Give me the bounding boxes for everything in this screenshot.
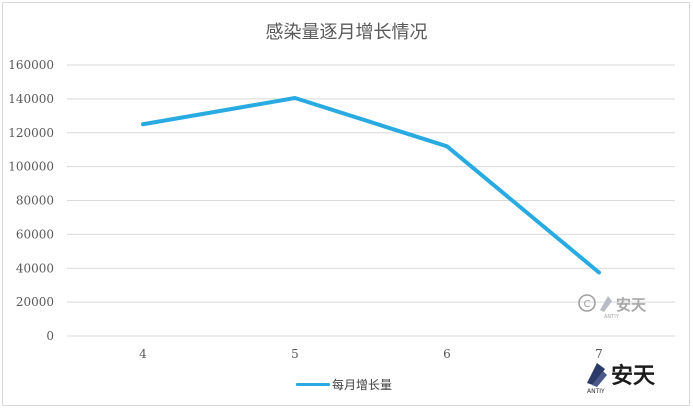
x-tick-label: 4 [139,347,147,361]
series-line [141,96,601,275]
y-axis-ticks: 0 20000 40000 60000 80000 100000 120000 140000 1… [8,58,54,343]
y-tick-label: 20000 [16,295,54,309]
y-tick-label: 80000 [16,194,54,208]
svg-text:安天: 安天 [616,296,647,314]
y-tick-label: 40000 [16,261,54,275]
legend-swatch [296,382,330,386]
gridlines [67,64,675,337]
svg-text:ANTIY: ANTIY [587,388,605,395]
y-tick-label: 60000 [16,227,54,241]
svg-text:ANTIY: ANTIY [604,314,620,320]
series-lines [141,96,601,275]
chart-title: 感染量逐月增长情况 [265,22,428,43]
svg-text:安天: 安天 [611,363,656,389]
svg-text:C: C [584,299,591,310]
y-tick-label: 120000 [8,126,54,140]
y-tick-label: 140000 [8,92,54,106]
x-tick-label: 6 [443,347,451,361]
x-tick-label: 5 [291,347,299,361]
legend: 每月增长量 [296,376,392,392]
y-tick-label: 0 [46,329,54,343]
legend-label: 每月增长量 [332,377,393,392]
y-tick-label: 100000 [8,160,54,174]
y-tick-label: 160000 [8,58,54,72]
x-tick-label: 7 [595,347,603,361]
x-axis-ticks: 4 5 6 7 [139,347,603,361]
